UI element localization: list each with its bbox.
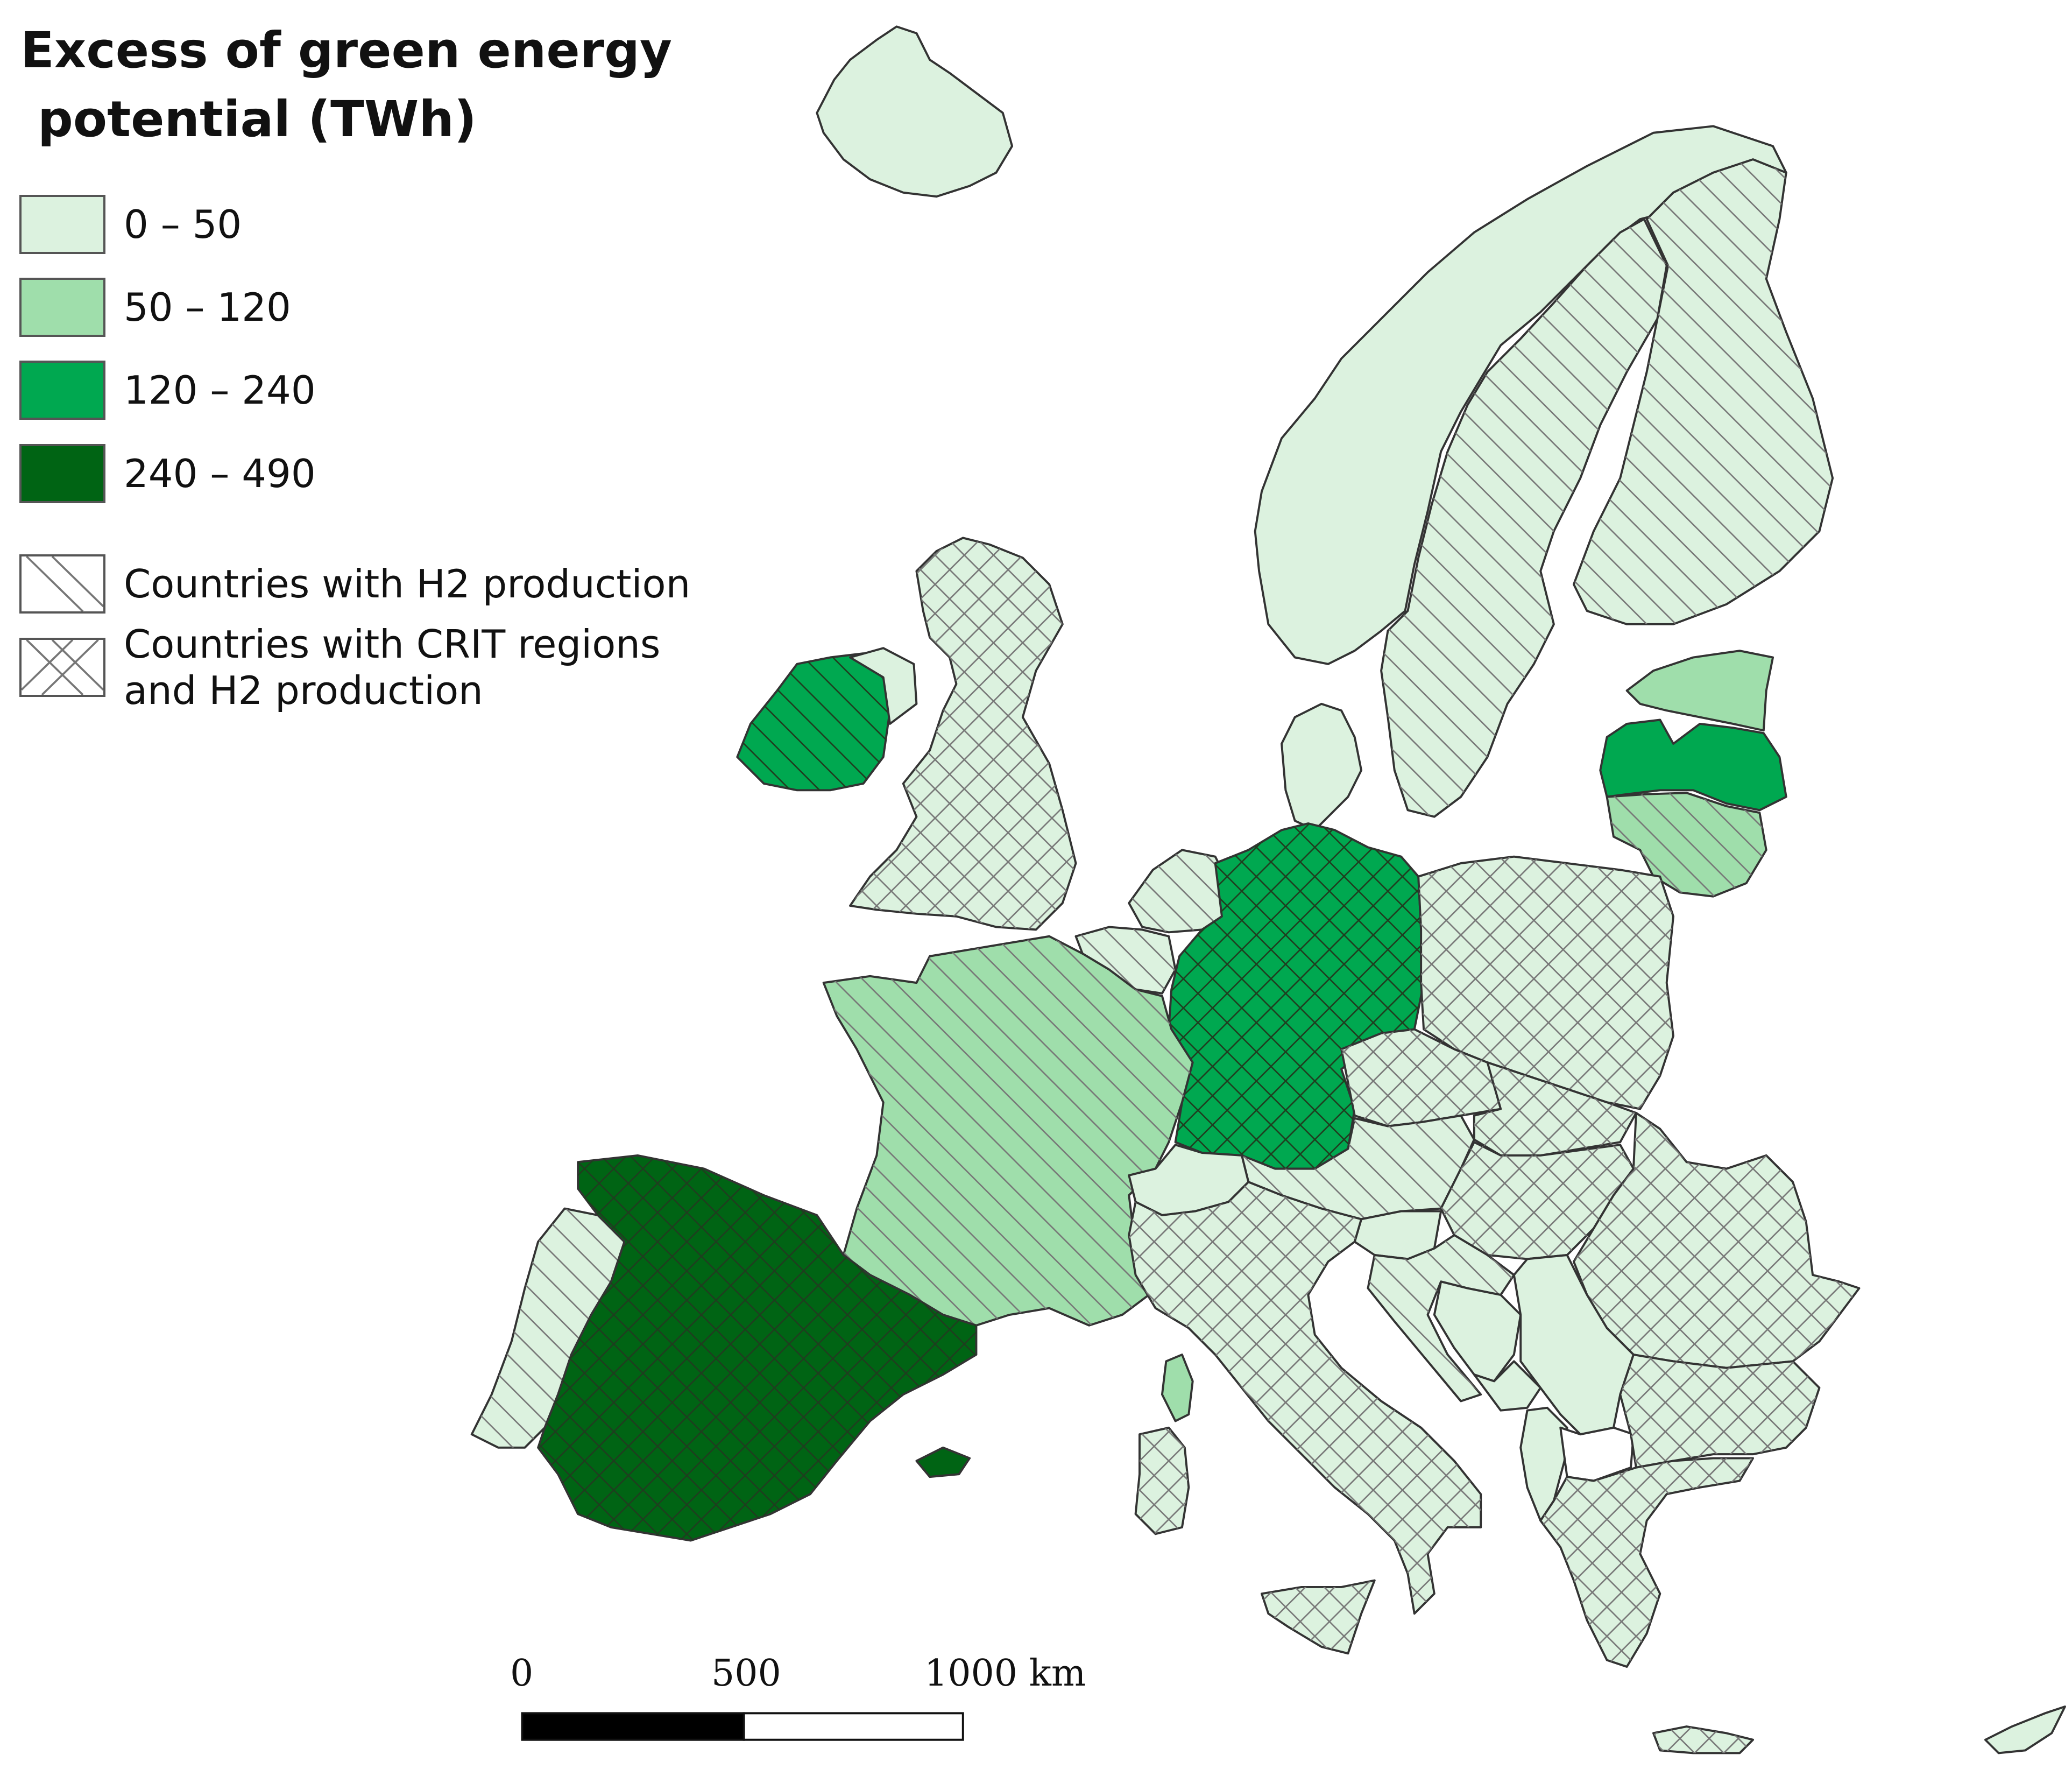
legend-swatch xyxy=(19,444,105,503)
hatch-crete xyxy=(1653,1726,1753,1753)
hatch-poland xyxy=(1418,856,1674,1109)
scale-label-1000-km: 1000 km xyxy=(924,1652,1086,1695)
region-iceland xyxy=(816,25,1014,198)
region-montenegro xyxy=(1473,1360,1542,1412)
hatch-sardinia xyxy=(1135,1427,1189,1534)
hatch-lithuania xyxy=(1607,793,1766,897)
legend-label: 0 – 50 xyxy=(124,202,242,247)
legend-item-class-240-490: 240 – 490 xyxy=(19,444,316,503)
hatch-bulgaria xyxy=(1620,1355,1820,1468)
region-serbia xyxy=(1512,1254,1635,1436)
hatch-germany xyxy=(1169,823,1424,1169)
hatch-hungary xyxy=(1441,1142,1633,1259)
hatch-romania xyxy=(1573,1112,1859,1368)
scale-label-0: 0 xyxy=(510,1652,534,1695)
hatch-finland xyxy=(1573,159,1833,624)
hatch-spain xyxy=(538,1155,977,1541)
hatch-croatia xyxy=(1368,1235,1514,1401)
hatch-united-kingdom xyxy=(850,538,1076,930)
hatch-portugal xyxy=(471,1208,625,1448)
region-denmark xyxy=(1281,702,1363,831)
hatch-greece xyxy=(1540,1458,1753,1667)
legend-label: Countries with H2 production xyxy=(124,561,691,607)
region-estonia xyxy=(1625,650,1774,732)
region-balearic-islands xyxy=(915,1446,971,1478)
legend-label: 120 – 240 xyxy=(124,368,316,413)
legend-item-class-50-120: 50 – 120 xyxy=(19,278,291,337)
legend-swatch xyxy=(19,361,105,420)
legend-label: 240 – 490 xyxy=(124,451,316,496)
legend-label: 50 – 120 xyxy=(124,285,291,330)
hatch-netherlands xyxy=(1129,850,1229,933)
hatch-austria xyxy=(1241,1115,1474,1220)
region-northern-ireland xyxy=(849,647,918,725)
hatch-italy xyxy=(1129,1182,1481,1614)
hatch-sicily xyxy=(1262,1580,1375,1654)
hatch-slovakia xyxy=(1474,1062,1636,1155)
hatch-ireland xyxy=(737,653,890,791)
legend-item-h2-production: Countries with H2 production xyxy=(19,554,690,614)
legend-item-crit-h2: Countries with CRIT regions and H2 produ… xyxy=(19,622,660,713)
legend-item-class-120-240: 120 – 240 xyxy=(19,361,316,420)
legend-swatch xyxy=(19,278,105,337)
legend-label: Countries with CRIT regions and H2 produ… xyxy=(124,622,661,713)
region-cyprus xyxy=(1984,1705,2066,1754)
hatch-sweden xyxy=(1381,219,1667,817)
legend-item-class-0-50: 0 – 50 xyxy=(19,195,242,254)
scale-label-500: 500 xyxy=(711,1652,781,1695)
hatch-diagonal-swatch xyxy=(19,554,105,614)
hatch-czechia xyxy=(1341,1029,1514,1126)
region-bosnia xyxy=(1433,1280,1522,1383)
legend-swatch xyxy=(19,195,105,254)
hatch-france xyxy=(823,936,1193,1326)
hatch-cross-swatch xyxy=(19,638,105,697)
map-title: Excess of green energy potential (TWh) xyxy=(20,22,672,148)
region-corsica xyxy=(1161,1354,1194,1422)
hatch-belgium xyxy=(1076,927,1176,993)
